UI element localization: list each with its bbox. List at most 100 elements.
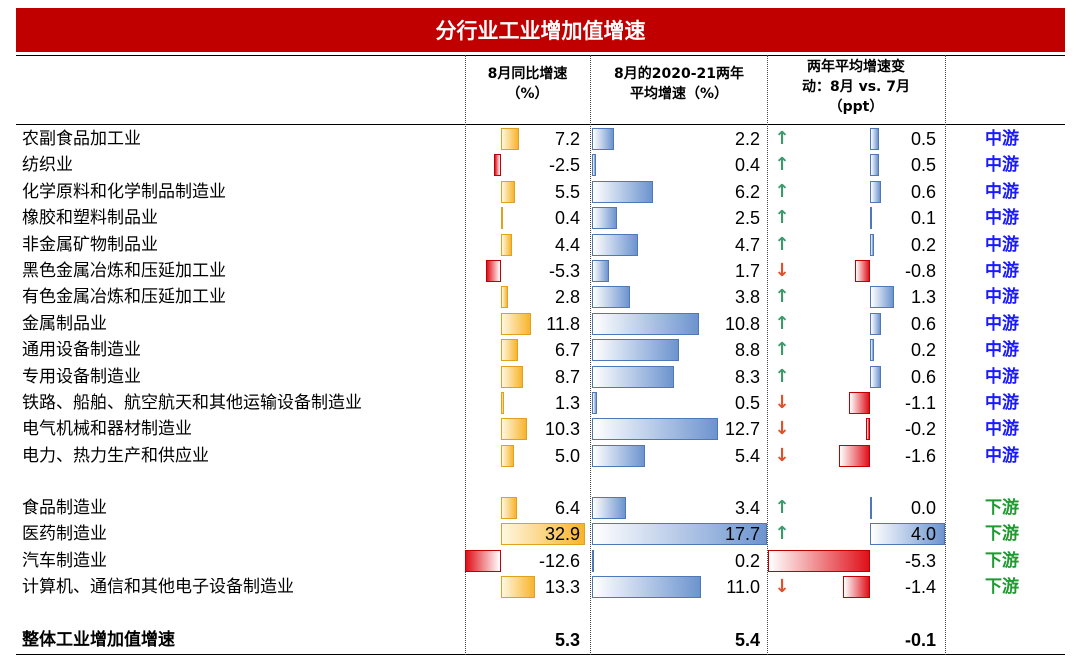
table-row: 黑色金属冶炼和压延加工业 -5.3 1.7 ↓ -0.8 中游 xyxy=(0,258,1080,284)
avg-value: 2.5 xyxy=(734,208,760,229)
table-row: 金属制品业 11.8 10.8 ↑ 0.6 中游 xyxy=(0,311,1080,337)
arrow-down-icon: ↓ xyxy=(774,444,790,466)
header-change-line1: 两年平均增速变 xyxy=(807,59,905,75)
change-bar xyxy=(870,128,880,150)
avg-bar xyxy=(592,549,594,572)
yoy-value: 7.2 xyxy=(554,129,580,149)
avg-bar xyxy=(592,523,767,546)
avg-bar xyxy=(592,392,597,414)
avg-value: 17.7 xyxy=(724,524,760,545)
industry-name: 计算机、通信和其他电子设备制造业 xyxy=(22,577,294,598)
table-row: 非金属矿物制品业 4.4 4.7 ↑ 0.2 中游 xyxy=(0,232,1080,258)
header-bottom-rule xyxy=(16,124,1065,125)
header-yoy: 8月同比增速 （%） xyxy=(465,64,590,104)
header-yoy-line1: 8月同比增速 xyxy=(487,66,568,82)
change-value: 0.5 xyxy=(910,129,936,149)
avg-value: 2.2 xyxy=(734,129,760,149)
change-value: -0.2 xyxy=(904,419,936,440)
industry-stage-label: 中游 xyxy=(985,313,1019,334)
change-value: 0.2 xyxy=(910,234,936,255)
arrow-up-icon: ↑ xyxy=(774,180,790,202)
industry-stage-label: 中游 xyxy=(985,261,1019,281)
industry-name: 电气机械和器材制造业 xyxy=(22,419,192,440)
industry-stage-label: 中游 xyxy=(985,366,1019,387)
avg-bar xyxy=(592,365,675,388)
table-row: 纺织业 -2.5 0.4 ↑ 0.5 中游 xyxy=(0,152,1080,178)
yoy-value: 13.3 xyxy=(544,577,580,598)
table-row: 铁路、船舶、航空航天和其他运输设备制造业 1.3 0.5 ↓ -1.1 中游 xyxy=(0,390,1080,416)
change-bar xyxy=(870,207,872,230)
header-top-rule xyxy=(16,55,1065,56)
change-value: -1.4 xyxy=(904,577,936,598)
yoy-value: 0.4 xyxy=(554,208,580,229)
industry-stage-label: 中游 xyxy=(985,181,1019,202)
industry-name: 黑色金属冶炼和压延加工业 xyxy=(22,261,226,281)
industry-name: 纺织业 xyxy=(22,155,73,176)
change-value: -1.1 xyxy=(904,393,936,413)
industry-name: 橡胶和塑料制品业 xyxy=(22,208,158,229)
table-row: 食品制造业 6.4 3.4 ↑ 0.0 下游 xyxy=(0,495,1080,521)
yoy-bar xyxy=(501,233,513,256)
arrow-down-icon: ↓ xyxy=(774,260,790,281)
change-value: 0.1 xyxy=(910,208,936,229)
yoy-bar xyxy=(493,154,501,177)
avg-value: 12.7 xyxy=(724,419,760,440)
table-row: 通用设备制造业 6.7 8.8 ↑ 0.2 中游 xyxy=(0,337,1080,363)
yoy-bar xyxy=(501,286,509,309)
table-row: 医药制造业 32.9 17.7 ↑ 4.0 下游 xyxy=(0,521,1080,547)
yoy-value: -2.5 xyxy=(548,155,580,176)
avg-bar xyxy=(592,312,699,335)
change-bar xyxy=(870,233,874,256)
industry-name: 汽车制造业 xyxy=(22,550,107,571)
header-avg-line2: 平均增速（%） xyxy=(629,86,729,102)
industry-stage-label: 下游 xyxy=(985,498,1019,518)
change-value: 0.6 xyxy=(910,366,936,387)
avg-value: 6.2 xyxy=(734,181,760,202)
yoy-value: 4.4 xyxy=(554,234,580,255)
change-bar xyxy=(848,392,870,414)
yoy-bar xyxy=(465,549,501,572)
total-yoy: 5.3 xyxy=(554,630,580,650)
yoy-value: 2.8 xyxy=(554,287,580,308)
industry-stage-label: 中游 xyxy=(985,208,1019,229)
change-value: 0.2 xyxy=(910,340,936,361)
change-value: -5.3 xyxy=(904,550,936,571)
total-name: 整体工业增加值增速 xyxy=(22,630,175,650)
yoy-bar xyxy=(501,497,518,519)
arrow-up-icon: ↑ xyxy=(774,286,790,308)
industry-stage-label: 中游 xyxy=(985,234,1019,255)
industry-name: 电力、热力生产和供应业 xyxy=(22,445,209,466)
change-value: 0.0 xyxy=(910,498,936,518)
industry-name: 铁路、船舶、航空航天和其他运输设备制造业 xyxy=(22,393,362,413)
avg-bar xyxy=(592,180,654,203)
yoy-bar xyxy=(501,312,532,335)
yoy-value: 8.7 xyxy=(554,366,580,387)
table-row: 计算机、通信和其他电子设备制造业 13.3 11.0 ↓ -1.4 下游 xyxy=(0,574,1080,600)
change-bar xyxy=(870,523,945,546)
table-row: 橡胶和塑料制品业 0.4 2.5 ↑ 0.1 中游 xyxy=(0,205,1080,231)
arrow-up-icon: ↑ xyxy=(774,523,790,545)
industry-name: 化学原料和化学制品制造业 xyxy=(22,181,226,202)
yoy-value: 5.5 xyxy=(554,181,580,202)
avg-bar xyxy=(592,339,679,362)
yoy-bar xyxy=(501,128,520,150)
table-row: 农副食品加工业 7.2 2.2 ↑ 0.5 中游 xyxy=(0,126,1080,152)
arrow-down-icon: ↓ xyxy=(774,392,790,413)
industry-name: 金属制品业 xyxy=(22,313,107,334)
avg-bar xyxy=(592,233,639,256)
change-bar xyxy=(854,260,870,282)
yoy-value: -12.6 xyxy=(538,550,580,571)
industry-stage-label: 下游 xyxy=(985,550,1019,571)
avg-value: 11.0 xyxy=(726,577,760,598)
change-bar xyxy=(870,286,895,309)
avg-bar xyxy=(592,260,609,282)
yoy-value: 6.7 xyxy=(554,340,580,361)
avg-value: 10.8 xyxy=(724,313,760,334)
industry-name: 有色金属冶炼和压延加工业 xyxy=(22,287,226,308)
arrow-down-icon: ↓ xyxy=(774,418,790,440)
avg-bar xyxy=(592,286,630,309)
avg-value: 0.4 xyxy=(734,155,760,176)
avg-value: 3.4 xyxy=(734,498,760,518)
change-value: 0.6 xyxy=(910,181,936,202)
avg-bar xyxy=(592,497,626,519)
